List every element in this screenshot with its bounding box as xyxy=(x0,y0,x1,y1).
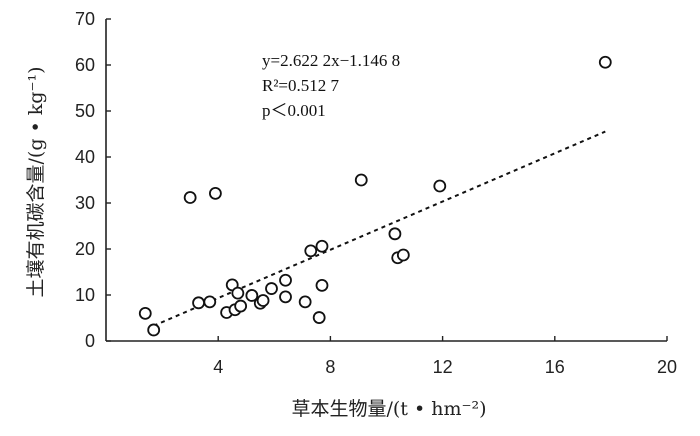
data-point xyxy=(256,294,270,307)
trend-line xyxy=(153,130,606,327)
data-point xyxy=(231,286,245,300)
p-value-label: p＜0.001 xyxy=(262,101,326,120)
x-axis-title: 草本生物量/(t • hm⁻²) xyxy=(291,398,486,420)
data-points xyxy=(138,55,612,337)
y-tick-label: 10 xyxy=(75,285,95,305)
data-point xyxy=(138,306,152,320)
data-point xyxy=(279,290,292,304)
x-tick-label: 8 xyxy=(325,357,335,377)
y-tick-label: 0 xyxy=(85,331,95,351)
data-point xyxy=(183,191,197,204)
data-point xyxy=(208,186,222,200)
y-tick-label: 30 xyxy=(75,193,95,213)
data-point xyxy=(245,289,259,302)
y-ticks: 0 10 20 30 40 50 60 70 xyxy=(75,9,111,351)
data-point xyxy=(304,244,318,258)
y-tick-label: 70 xyxy=(75,9,95,29)
data-point xyxy=(265,282,278,295)
data-point xyxy=(433,179,447,193)
data-point xyxy=(315,278,329,292)
data-point xyxy=(396,248,410,262)
x-tick-label: 12 xyxy=(433,357,453,377)
data-point xyxy=(192,296,205,310)
data-point xyxy=(312,311,326,324)
x-tick-label: 16 xyxy=(545,357,565,377)
data-point xyxy=(354,173,368,187)
data-point xyxy=(598,55,612,69)
y-axis-title: 土壤有机碳含量/(g • kg⁻¹) xyxy=(25,67,47,298)
x-tick-label: 20 xyxy=(657,357,677,377)
regression-equation: y=2.622 2x−1.146 8 xyxy=(262,51,400,70)
y-tick-label: 20 xyxy=(75,239,95,259)
data-point xyxy=(147,323,161,337)
data-point xyxy=(298,295,312,309)
x-tick-label: 4 xyxy=(213,357,223,377)
data-point xyxy=(203,295,217,309)
y-tick-label: 50 xyxy=(75,101,95,121)
data-point xyxy=(315,239,329,253)
axes xyxy=(105,19,667,342)
x-ticks: 4 8 12 16 20 xyxy=(213,336,677,377)
r-squared-label: R²=0.512 7 xyxy=(262,76,340,95)
data-point xyxy=(279,273,292,287)
y-tick-label: 40 xyxy=(75,147,95,167)
y-tick-label: 60 xyxy=(75,55,95,75)
data-point xyxy=(388,227,402,241)
data-point xyxy=(234,299,248,313)
